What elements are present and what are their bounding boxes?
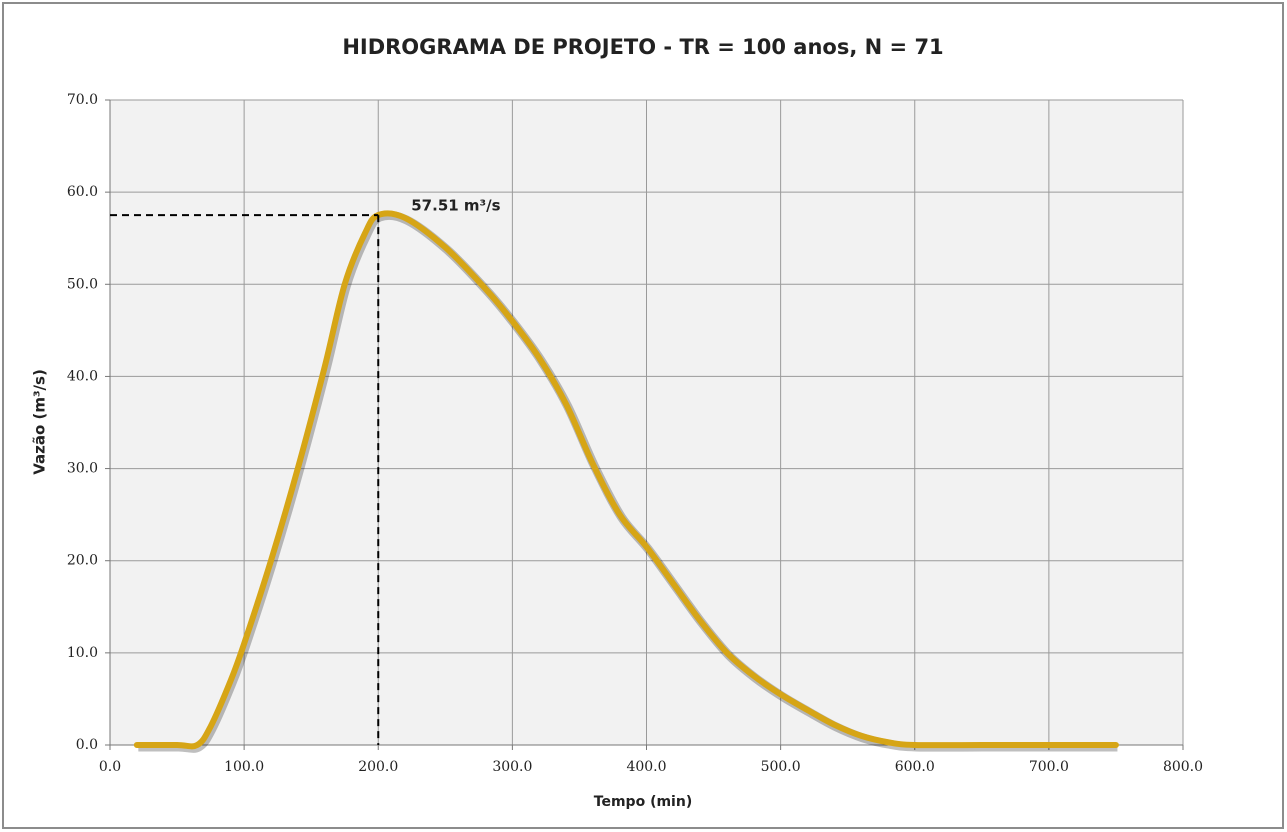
x-tick-label: 0.0 <box>99 759 121 775</box>
y-tick-label: 50.0 <box>67 276 98 292</box>
y-tick-label: 20.0 <box>67 553 98 569</box>
x-tick-label: 500.0 <box>761 759 801 775</box>
line <box>133 210 1119 750</box>
y-tick-label: 0.0 <box>76 737 98 753</box>
x-tick-label: 100.0 <box>224 759 264 775</box>
annotation-label: 57.51 m³/s <box>411 197 500 215</box>
y-tick-label: 10.0 <box>67 645 98 661</box>
x-tick-label: 200.0 <box>358 759 398 775</box>
x-axis-label: Tempo (min) <box>594 794 692 810</box>
y-axis-label: Vazão (m³/s) <box>31 369 49 475</box>
x-tick-label: 300.0 <box>492 759 532 775</box>
x-tick-label: 800.0 <box>1163 759 1203 775</box>
y-tick-label: 60.0 <box>67 184 98 200</box>
chart-title: HIDROGRAMA DE PROJETO - TR = 100 anos, N… <box>342 35 943 59</box>
y-tick-label: 30.0 <box>67 461 98 477</box>
y-tick-label: 70.0 <box>67 92 98 108</box>
y-tick-label: 40.0 <box>67 368 98 384</box>
x-tick-label: 400.0 <box>626 759 666 775</box>
x-tick-label: 600.0 <box>895 759 935 775</box>
x-tick-label: 700.0 <box>1029 759 1069 775</box>
